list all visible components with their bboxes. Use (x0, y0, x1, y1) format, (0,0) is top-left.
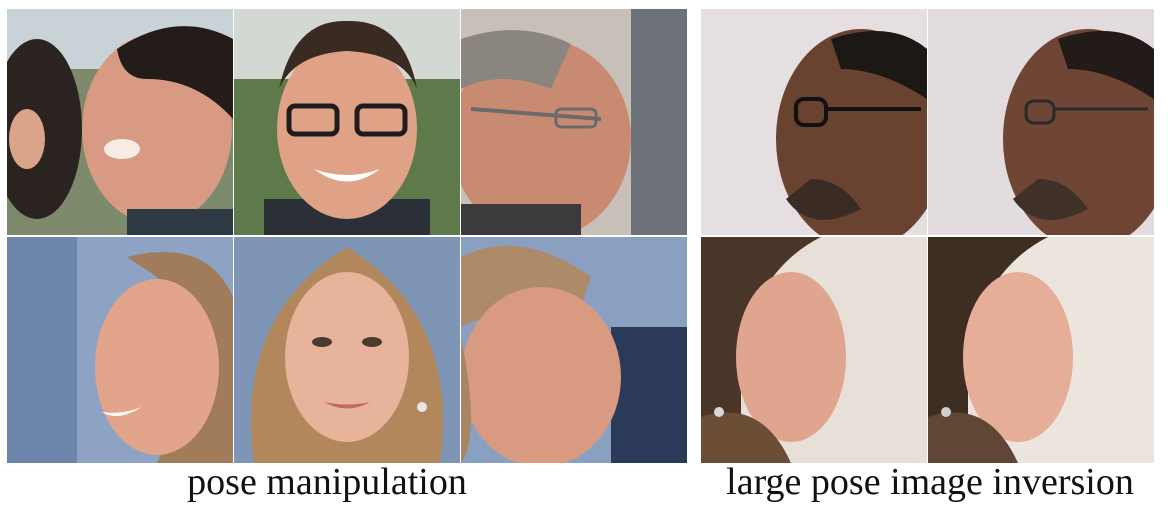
man-beard-input-profile-photo (701, 9, 927, 235)
woman-profile-right-photo (461, 237, 687, 463)
pose-manipulation-caption: pose manipulation (187, 461, 467, 503)
large-pose-image-inversion-caption: large pose image inversion (726, 461, 1134, 503)
woman-frontal-smiling-photo (234, 237, 460, 463)
pose-manipulation-grid (7, 9, 688, 463)
woman-earring-input-profile-photo (701, 237, 927, 463)
man-profile-right-glasses-photo (461, 9, 687, 235)
man-beard-inverted-profile-photo (928, 9, 1154, 235)
woman-profile-left-smiling-photo (7, 237, 233, 463)
woman-earring-inverted-profile-photo (928, 237, 1154, 463)
man-profile-right-smiling-photo (7, 9, 233, 235)
man-frontal-glasses-smiling-photo (234, 9, 460, 235)
large-pose-inversion-grid (701, 9, 1155, 463)
